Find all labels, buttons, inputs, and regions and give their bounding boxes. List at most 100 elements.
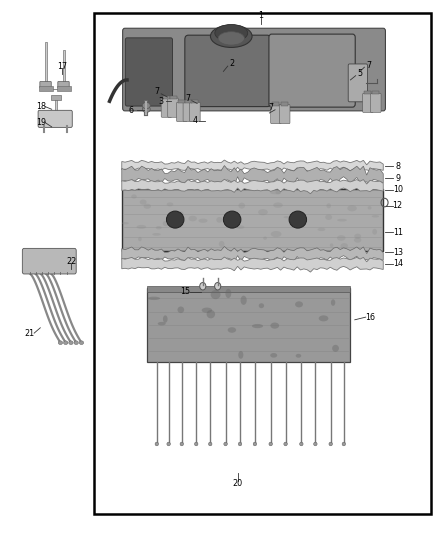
Text: 4: 4 — [192, 117, 198, 125]
Ellipse shape — [283, 216, 290, 218]
Ellipse shape — [64, 341, 68, 345]
FancyBboxPatch shape — [22, 248, 76, 274]
Polygon shape — [122, 246, 383, 264]
Bar — [281, 102, 288, 106]
Ellipse shape — [325, 214, 332, 220]
Ellipse shape — [194, 442, 198, 446]
Polygon shape — [122, 179, 383, 193]
FancyBboxPatch shape — [125, 38, 173, 106]
Ellipse shape — [354, 237, 361, 243]
FancyBboxPatch shape — [177, 102, 187, 122]
Bar — [178, 100, 185, 103]
Ellipse shape — [238, 351, 244, 359]
Ellipse shape — [198, 219, 208, 223]
Ellipse shape — [148, 297, 160, 300]
Ellipse shape — [158, 322, 166, 325]
FancyBboxPatch shape — [363, 93, 373, 112]
Ellipse shape — [142, 102, 150, 109]
Text: 14: 14 — [393, 260, 403, 268]
Bar — [39, 86, 53, 91]
Text: 15: 15 — [180, 287, 191, 296]
Ellipse shape — [330, 244, 333, 247]
Ellipse shape — [329, 442, 332, 446]
Polygon shape — [147, 288, 350, 362]
Ellipse shape — [177, 306, 184, 313]
Ellipse shape — [200, 282, 206, 290]
Ellipse shape — [223, 211, 241, 228]
FancyBboxPatch shape — [38, 110, 72, 127]
Bar — [191, 100, 198, 103]
Ellipse shape — [163, 221, 170, 226]
Ellipse shape — [211, 290, 220, 299]
Bar — [185, 100, 192, 103]
FancyBboxPatch shape — [161, 98, 172, 117]
Bar — [94, 13, 431, 514]
Text: 8: 8 — [395, 162, 400, 171]
Ellipse shape — [253, 442, 257, 446]
Text: 21: 21 — [25, 329, 35, 337]
Ellipse shape — [337, 219, 347, 222]
Ellipse shape — [131, 195, 137, 199]
FancyBboxPatch shape — [271, 104, 281, 124]
FancyBboxPatch shape — [123, 28, 385, 111]
Ellipse shape — [372, 229, 377, 235]
Ellipse shape — [155, 442, 159, 446]
Ellipse shape — [252, 324, 263, 328]
Text: 11: 11 — [393, 228, 403, 237]
Bar — [364, 91, 371, 94]
Ellipse shape — [367, 206, 371, 209]
Text: 22: 22 — [66, 257, 77, 265]
Text: 10: 10 — [393, 185, 403, 194]
Text: 18: 18 — [36, 102, 46, 111]
Ellipse shape — [208, 442, 212, 446]
Ellipse shape — [58, 341, 63, 345]
Ellipse shape — [314, 442, 317, 446]
Ellipse shape — [301, 221, 305, 224]
FancyBboxPatch shape — [371, 93, 381, 112]
Text: 2: 2 — [230, 60, 235, 68]
FancyBboxPatch shape — [122, 189, 383, 251]
Ellipse shape — [228, 327, 236, 333]
Text: 7: 7 — [366, 61, 371, 69]
Ellipse shape — [331, 300, 335, 306]
Text: 19: 19 — [35, 118, 46, 127]
Ellipse shape — [201, 308, 212, 313]
Ellipse shape — [238, 442, 242, 446]
Ellipse shape — [372, 215, 379, 217]
Ellipse shape — [295, 301, 303, 308]
Text: 6: 6 — [129, 106, 134, 115]
Ellipse shape — [166, 211, 184, 228]
Ellipse shape — [74, 341, 78, 345]
Ellipse shape — [224, 442, 227, 446]
Ellipse shape — [236, 225, 244, 229]
Ellipse shape — [226, 289, 231, 298]
FancyBboxPatch shape — [185, 35, 271, 107]
FancyBboxPatch shape — [58, 82, 69, 88]
Text: 9: 9 — [395, 174, 400, 182]
Ellipse shape — [207, 310, 215, 318]
Ellipse shape — [263, 237, 267, 240]
Ellipse shape — [289, 211, 307, 228]
Ellipse shape — [152, 233, 161, 236]
Ellipse shape — [284, 442, 287, 446]
Ellipse shape — [156, 226, 162, 229]
Text: 17: 17 — [57, 62, 67, 70]
Ellipse shape — [142, 106, 150, 112]
Ellipse shape — [215, 282, 221, 290]
Polygon shape — [122, 160, 383, 173]
Ellipse shape — [163, 316, 168, 323]
Ellipse shape — [293, 219, 298, 223]
Ellipse shape — [258, 209, 268, 215]
FancyBboxPatch shape — [168, 98, 178, 117]
Ellipse shape — [270, 322, 279, 329]
Ellipse shape — [340, 243, 348, 248]
Ellipse shape — [138, 237, 142, 241]
Text: 12: 12 — [392, 201, 403, 210]
Text: 1: 1 — [258, 12, 263, 20]
Ellipse shape — [271, 231, 282, 237]
Ellipse shape — [173, 220, 184, 222]
Text: 5: 5 — [357, 69, 363, 78]
FancyBboxPatch shape — [279, 104, 290, 124]
Text: 3: 3 — [159, 97, 164, 106]
Bar — [163, 96, 170, 99]
